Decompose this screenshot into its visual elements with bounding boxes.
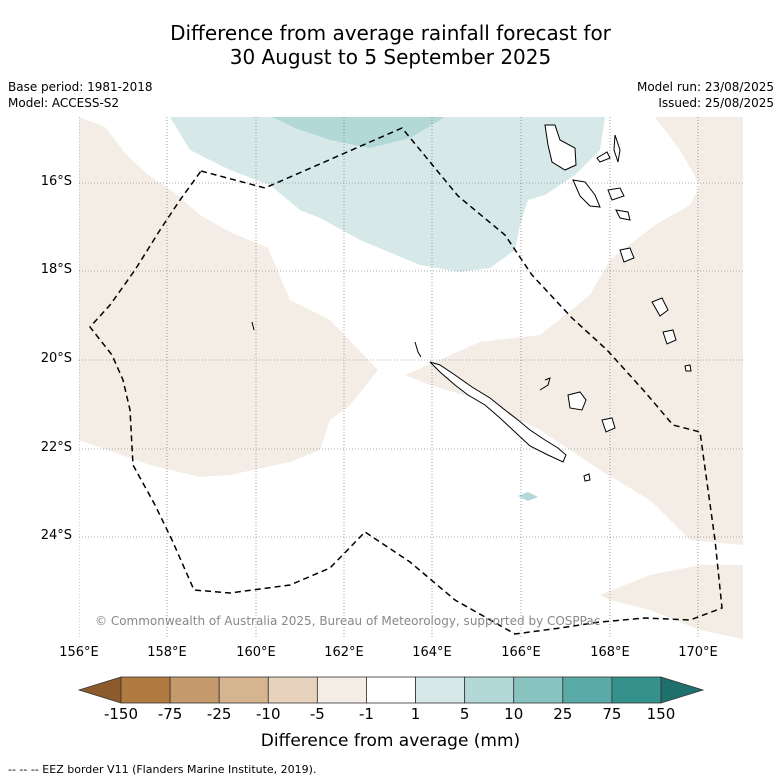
colorbar-tick-label: -5 xyxy=(309,705,325,723)
new-caledonia-island xyxy=(429,361,567,463)
lon-tick-label: 156°E xyxy=(59,645,99,660)
model-name: Model: ACCESS-S2 xyxy=(8,96,120,110)
colorbar-tick-label: 10 xyxy=(504,705,524,723)
colorbar-tick-label: -1 xyxy=(358,705,374,723)
lon-tick-label: 162°E xyxy=(324,645,364,660)
colorbar-segment xyxy=(464,676,515,704)
pentecost-island xyxy=(596,151,611,163)
colorbar-tick-label: 75 xyxy=(602,705,622,723)
colorbar-tick-label: -25 xyxy=(206,705,232,723)
colorbar-tick-label: -150 xyxy=(103,705,139,723)
dry-anomaly-west xyxy=(79,117,378,477)
lon-tick-label: 158°E xyxy=(147,645,187,660)
efate-island xyxy=(607,187,625,201)
lon-tick-label: 160°E xyxy=(236,645,276,660)
lon-tick-label: 164°E xyxy=(412,645,452,660)
colorbar-tick-label: 1 xyxy=(410,705,421,723)
small-island-east-3 xyxy=(684,364,692,372)
colorbar-segment xyxy=(513,676,564,704)
colorbar-extend-low xyxy=(77,676,122,704)
colorbar-segment xyxy=(415,676,466,704)
dry-anomaly-southeast xyxy=(600,565,743,639)
colorbar xyxy=(77,676,705,704)
copyright-notice: © Commonwealth of Australia 2025, Bureau… xyxy=(95,614,601,628)
colorbar-segment xyxy=(611,676,662,704)
base-period: Base period: 1981-2018 xyxy=(8,80,153,94)
lat-tick-label: 20°S xyxy=(40,351,72,366)
lat-tick-label: 16°S xyxy=(40,174,72,189)
erromango-island xyxy=(615,209,631,221)
chart-title-line2: 30 August to 5 September 2025 xyxy=(229,45,552,69)
colorbar-segment xyxy=(366,676,416,704)
colorbar-segment xyxy=(218,676,269,704)
maewo-island xyxy=(613,134,621,163)
lon-tick-label: 168°E xyxy=(590,645,630,660)
lat-tick-label: 24°S xyxy=(40,528,72,543)
gridlines xyxy=(79,117,743,639)
small-island-east-2 xyxy=(662,329,677,345)
colorbar-tick-label: 5 xyxy=(459,705,470,723)
espiritu-santo-island xyxy=(544,124,577,171)
issued-date: Issued: 25/08/2025 xyxy=(658,96,774,110)
belep-islands xyxy=(414,341,422,358)
colorbar-extend-high xyxy=(660,676,705,704)
colorbar-tick-label: -75 xyxy=(157,705,183,723)
colorbar-tick-label: -10 xyxy=(256,705,281,723)
small-island-west xyxy=(251,321,255,331)
colorbar-segment xyxy=(316,676,367,704)
colorbar-segment xyxy=(169,676,220,704)
colorbar-tick-label: 150 xyxy=(646,705,676,723)
model-run: Model run: 23/08/2025 xyxy=(636,80,774,94)
small-island-east-1 xyxy=(651,297,669,317)
isle-of-pines xyxy=(583,473,591,482)
wet-anomaly-small xyxy=(518,492,538,501)
tanna-island xyxy=(619,247,635,263)
colorbar-segment xyxy=(562,676,613,704)
wet-anomaly-north xyxy=(170,117,605,272)
colorbar-segment xyxy=(267,676,318,704)
chart-title-line1: Difference from average rainfall forecas… xyxy=(170,21,611,45)
lat-tick-label: 18°S xyxy=(40,262,72,277)
malakula-island xyxy=(572,179,601,208)
ouvea-island xyxy=(539,377,551,391)
colorbar-title: Difference from average (mm) xyxy=(260,731,521,751)
colorbar-tick-label: 25 xyxy=(553,705,573,723)
mare-island xyxy=(601,417,616,433)
eez-footnote: -- -- -- EEZ border V11 (Flanders Marine… xyxy=(8,763,317,776)
wet-anomaly-core xyxy=(272,117,445,148)
lon-tick-label: 166°E xyxy=(501,645,541,660)
lon-tick-label: 170°E xyxy=(678,645,718,660)
lat-tick-label: 22°S xyxy=(40,440,72,455)
colorbar-segment xyxy=(120,676,171,704)
lifou-island xyxy=(567,391,587,411)
dry-anomaly-east xyxy=(405,117,743,545)
eez-border xyxy=(89,127,723,635)
